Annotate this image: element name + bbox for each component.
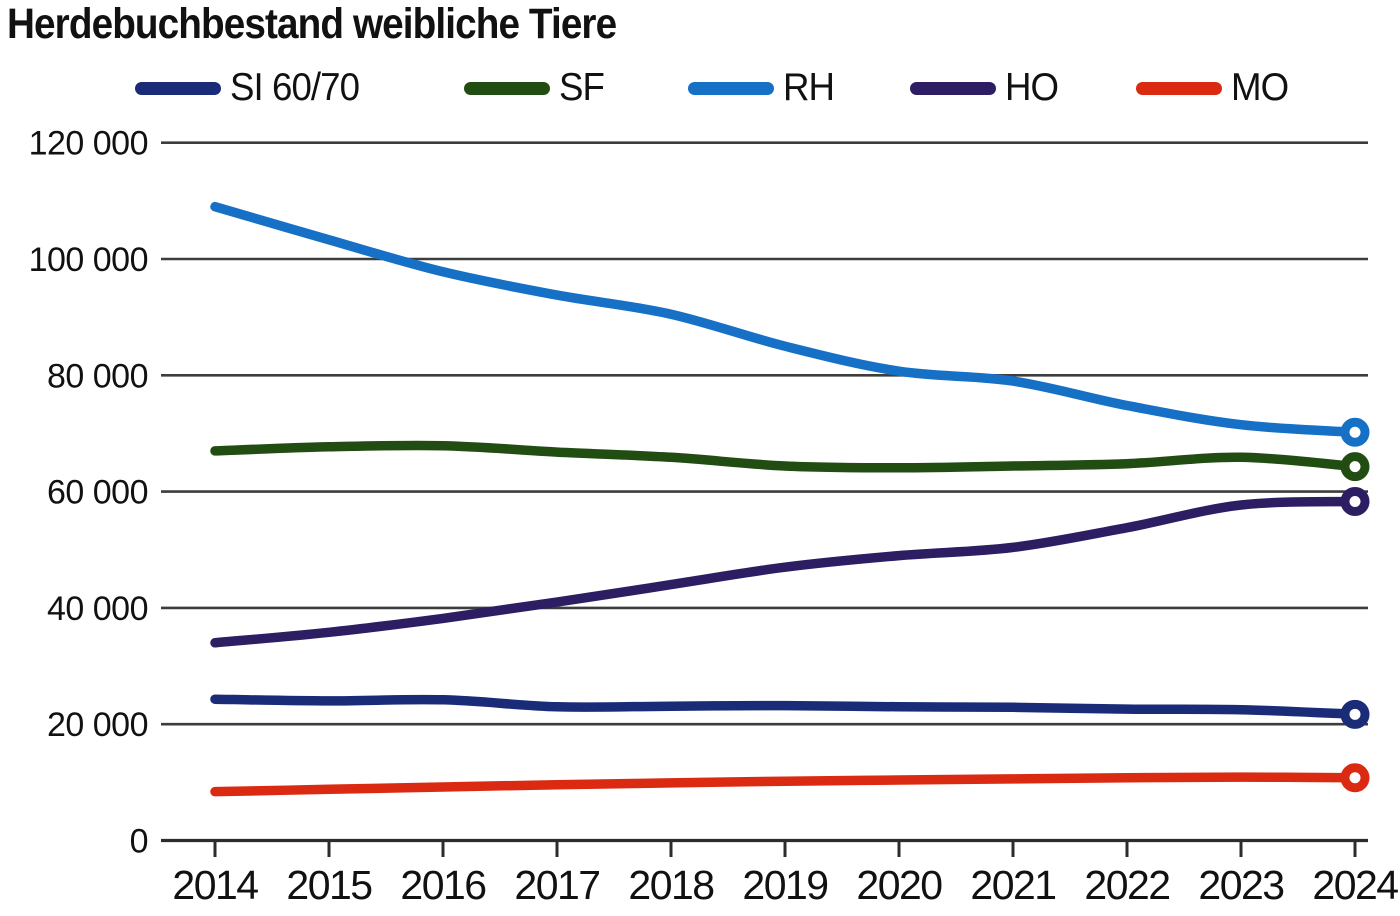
legend-swatch-icon — [1136, 81, 1222, 95]
x-axis-label: 2019 — [742, 862, 827, 908]
x-axis-label: 2015 — [286, 862, 372, 908]
y-axis-label: 120 000 — [29, 125, 148, 163]
x-axis-label: 2018 — [628, 862, 714, 908]
legend-label: MO — [1231, 66, 1289, 109]
x-axis-label: 2022 — [1084, 862, 1169, 908]
series-line-mo — [210, 772, 1360, 797]
x-axis-label: 2023 — [1198, 862, 1283, 908]
legend-item-mo: MO — [1136, 63, 1292, 113]
legend: SI 60/70 SF RH HO MO — [0, 63, 1400, 113]
legend-item-rh: RH — [688, 63, 837, 113]
y-axis-label: 20 000 — [47, 706, 148, 744]
legend-label: RH — [783, 66, 835, 109]
legend-item-si-60-70: SI 60/70 — [135, 63, 367, 113]
legend-swatch-icon — [688, 81, 774, 95]
series-end-marker-rh — [1340, 417, 1370, 447]
x-axis-label: 2017 — [514, 862, 599, 908]
series-end-marker-si-60-70 — [1340, 699, 1370, 729]
y-axis-label: 80 000 — [47, 357, 148, 395]
y-axis-label: 0 — [130, 823, 148, 861]
series-line-sf — [210, 440, 1360, 473]
legend-item-ho: HO — [910, 63, 1062, 113]
legend-swatch-icon — [910, 81, 996, 95]
legend-label: SF — [559, 66, 605, 109]
series-end-marker-ho — [1340, 486, 1370, 516]
x-axis-label: 2020 — [856, 862, 942, 908]
y-axis-label: 100 000 — [29, 241, 148, 279]
series-line-ho — [210, 496, 1360, 648]
series-line-rh — [210, 201, 1360, 438]
legend-item-sf: SF — [464, 63, 607, 113]
x-axis-label: 2024 — [1312, 862, 1398, 908]
series-line-si-60-70 — [210, 694, 1360, 720]
series-end-marker-mo — [1340, 763, 1370, 793]
legend-swatch-icon — [135, 81, 221, 95]
legend-swatch-icon — [464, 81, 550, 95]
page-title: Herdebuchbestand weibliche Tiere — [7, 0, 617, 48]
legend-label: SI 60/70 — [230, 66, 360, 109]
y-axis-label: 40 000 — [47, 590, 148, 628]
series-end-marker-sf — [1340, 452, 1370, 482]
x-axis-label: 2016 — [400, 862, 485, 908]
legend-label: HO — [1005, 66, 1059, 109]
x-axis-label: 2014 — [172, 862, 258, 908]
y-axis-label: 60 000 — [47, 474, 148, 512]
x-axis-label: 2021 — [970, 862, 1055, 908]
